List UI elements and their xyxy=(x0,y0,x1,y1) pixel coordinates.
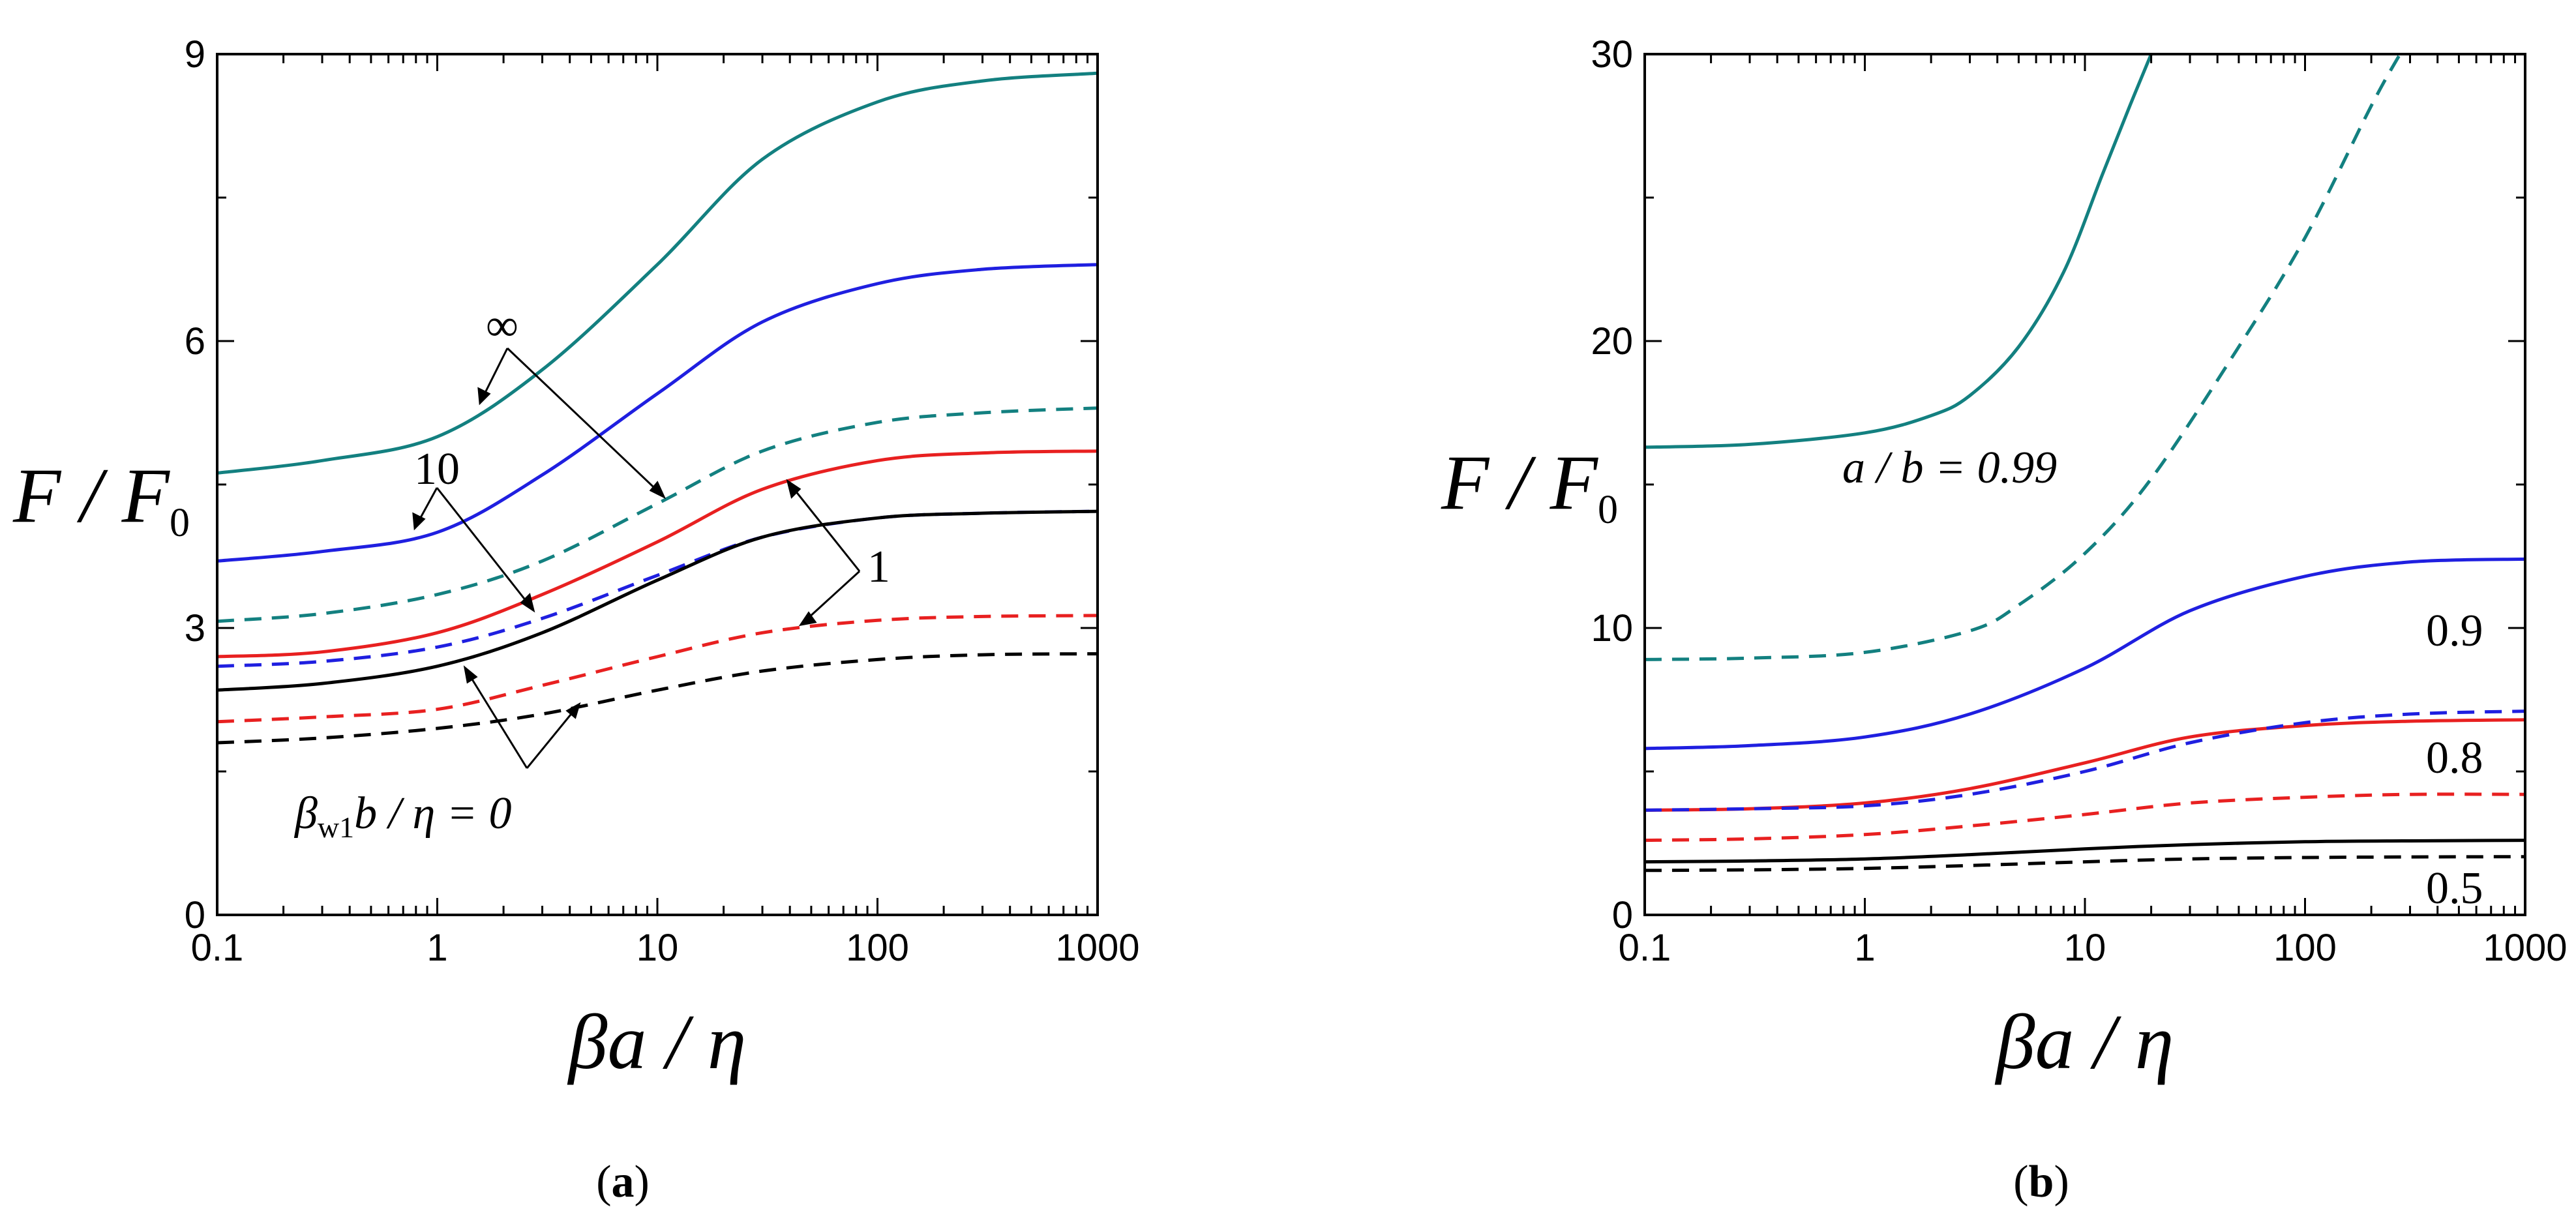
panel-b-label: (b) xyxy=(2013,1157,2069,1207)
panel-b-series-line-2 xyxy=(1645,557,2525,751)
panel-a-ylabel: F / F0 xyxy=(12,452,190,545)
panel-a-ytick-label: 6 xyxy=(185,320,205,363)
panel-a-annotation-1: 1 xyxy=(867,542,890,592)
panel-a-series-line-4 xyxy=(217,449,1098,659)
panel-b-annotation-0-99: a / b = 0.99 xyxy=(1842,443,2057,493)
panel-b-series-line-5 xyxy=(1645,792,2525,843)
panel-a-xtick-label: 100 xyxy=(846,927,909,969)
panel-a-ytick-label: 9 xyxy=(185,33,205,76)
panel-a-series-line-2 xyxy=(217,263,1098,563)
panel-b-xtick-label: 1 xyxy=(1854,927,1875,969)
panel-a-ylabel-main: F / F xyxy=(12,452,171,539)
panel-a-label: (a) xyxy=(596,1157,650,1207)
panel-a-ytick-label: 0 xyxy=(185,894,205,936)
panel-b-xtick-label: 0.1 xyxy=(1619,927,1671,969)
panel-a-xtick-label: 0.1 xyxy=(191,927,244,969)
panel-a-xtick-label: 10 xyxy=(637,927,679,969)
panel-b-series-line-0 xyxy=(1645,54,2153,449)
panel-a-series-line-5 xyxy=(217,614,1098,724)
panel-a-xtick-label: 1000 xyxy=(1055,927,1139,969)
panel-b-plot-frame xyxy=(1643,53,2526,916)
arrowhead-0-left xyxy=(463,665,478,684)
panel-a-ylabel-sub: 0 xyxy=(170,501,190,545)
arrow-inf-right xyxy=(506,347,665,498)
panel-b-ytick-label: 10 xyxy=(1591,607,1633,649)
panel-b-series-line-4 xyxy=(1645,709,2525,812)
panel-a-annotation-infinity: ∞ xyxy=(486,301,518,351)
panel-a-ytick-label: 3 xyxy=(185,607,205,649)
panel-b-series-line-1 xyxy=(1645,54,2402,661)
panel-a-annotation-10: 10 xyxy=(414,444,460,494)
panel-a-xlabel: βa / η xyxy=(567,998,747,1085)
panel-b-xlabel: βa / η xyxy=(1995,998,2174,1085)
panel-b-ytick-label: 30 xyxy=(1591,33,1633,76)
arrowhead-inf-right xyxy=(649,481,666,500)
panel-b-ylabel-sub: 0 xyxy=(1598,488,1618,532)
panel-b-annotation-0-8: 0.8 xyxy=(2426,733,2483,783)
arrowhead-10-left xyxy=(412,512,426,531)
arrowhead-inf-left xyxy=(477,387,491,406)
arrow-1-up xyxy=(786,481,861,572)
panel-b-ytick-label: 20 xyxy=(1591,320,1633,363)
panel-b-annotation-0-5: 0.5 xyxy=(2426,863,2483,914)
panel-b-annotation-0-9: 0.9 xyxy=(2426,606,2483,656)
panel-b-ylabel-main: F / F xyxy=(1441,439,1599,526)
panel-b-series-line-7 xyxy=(1645,855,2525,873)
panel-b-series-line-6 xyxy=(1645,839,2525,864)
panel-a-plot-frame xyxy=(216,53,1099,916)
panel-b-ylabel: F / F0 xyxy=(1441,439,1618,532)
panel-a-series-line-1 xyxy=(217,406,1098,623)
arrowhead-1-down xyxy=(798,611,817,627)
panel-a-annotation-arrows xyxy=(412,347,861,769)
panel-b-ytick-label: 0 xyxy=(1612,894,1633,936)
panel-a-series-line-3 xyxy=(217,509,1098,668)
arrowhead-1-up xyxy=(786,479,801,499)
panel-b-series-line-3 xyxy=(1645,718,2525,812)
panel-a-series-line-0 xyxy=(217,71,1098,475)
arrowhead-10-right xyxy=(520,593,535,613)
panel-b-xtick-label: 1000 xyxy=(2483,927,2567,969)
panel-b-xtick-label: 10 xyxy=(2064,927,2106,969)
panel-a-series-line-7 xyxy=(217,652,1098,745)
panel-b-xtick-label: 100 xyxy=(2273,927,2337,969)
arrow-0-left xyxy=(464,667,528,769)
arrowhead-0-right xyxy=(565,702,581,719)
panel-a-series-line-6 xyxy=(217,509,1098,692)
arrow-0-right xyxy=(526,704,580,769)
panel-a-xtick-label: 1 xyxy=(427,927,447,969)
panel-a-annotation-beta: βw1b / η = 0 xyxy=(293,788,512,844)
arrow-10-right xyxy=(436,487,535,611)
